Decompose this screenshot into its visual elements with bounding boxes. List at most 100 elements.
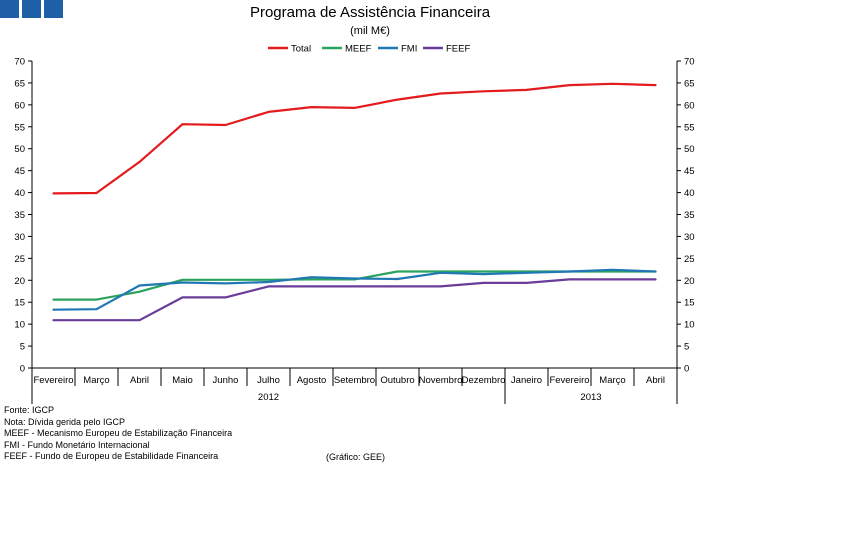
x-tick-label: Novembro (419, 375, 463, 386)
note-debt: Nota: Dívida gerida pelo IGCP (4, 416, 126, 427)
data-point (52, 192, 55, 195)
logo-square (0, 0, 19, 18)
data-point (224, 282, 227, 285)
x-tick-label: Setembro (334, 375, 375, 386)
data-point (267, 285, 270, 288)
y-tick-label-right: 60 (684, 100, 695, 111)
x-tick-label: Dezembro (462, 375, 506, 386)
x-tick-label: Julho (257, 375, 280, 386)
data-point (439, 285, 442, 288)
y-tick-label-right: 35 (684, 210, 695, 221)
x-tick-label: Outubro (380, 375, 414, 386)
y-tick-label-right: 25 (684, 254, 695, 265)
data-point (224, 296, 227, 299)
data-point (224, 278, 227, 281)
data-point (482, 270, 485, 273)
x-tick-label: Fevereiro (549, 375, 589, 386)
y-tick-label-left: 10 (14, 320, 25, 331)
data-point (310, 106, 313, 108)
y-tick-label-right: 0 (684, 364, 689, 375)
chart-credit: (Gráfico: GEE) (326, 452, 386, 462)
data-point (654, 270, 657, 273)
data-point (482, 90, 485, 93)
data-point (611, 278, 614, 281)
x-tick-label: Fevereiro (33, 375, 73, 386)
y-tick-label-right: 55 (684, 122, 695, 133)
note-meef: MEEF - Mecanismo Europeu de Estabilizaçã… (4, 428, 233, 438)
data-point (267, 281, 270, 283)
y-tick-label-right: 30 (684, 232, 695, 243)
data-point (267, 110, 270, 113)
data-point (654, 84, 657, 87)
y-tick-label-right: 5 (684, 342, 689, 353)
x-tick-label: Março (599, 375, 625, 386)
data-point (568, 84, 571, 87)
x-year-label: 2013 (580, 392, 601, 403)
y-tick-label-right: 20 (684, 276, 695, 287)
y-tick-label-right: 15 (684, 298, 695, 309)
y-tick-label-right: 65 (684, 78, 695, 89)
data-point (95, 319, 98, 322)
y-tick-label-left: 0 (20, 364, 25, 375)
note-fmi: FMI - Fundo Monetário Internacional (4, 439, 150, 450)
y-tick-label-left: 35 (14, 210, 25, 221)
data-point (138, 290, 141, 293)
data-point (525, 271, 528, 274)
data-point (95, 308, 98, 311)
data-point (181, 123, 184, 126)
data-point (181, 278, 184, 281)
x-year-label: 2012 (258, 392, 279, 403)
y-tick-label-left: 55 (14, 122, 25, 133)
x-tick-label: Abril (646, 375, 665, 386)
data-point (310, 285, 313, 288)
data-point (138, 284, 141, 287)
data-point (439, 271, 442, 274)
logo-square (44, 0, 63, 18)
y-tick-label-left: 5 (20, 342, 25, 353)
chart-subtitle: (mil M€) (350, 25, 390, 37)
notes: Fonte: IGCP Nota: Dívida gerida pelo IGC… (4, 405, 232, 463)
data-point (525, 282, 528, 284)
data-point (396, 285, 399, 288)
y-tick-label-left: 40 (14, 188, 25, 199)
data-point (95, 298, 98, 301)
y-tick-label-left: 15 (14, 298, 25, 309)
x-tick-label: Agosto (297, 375, 327, 386)
legend-label: FMI (401, 44, 417, 55)
data-point (353, 107, 356, 109)
x-tick-label: Abril (130, 375, 149, 386)
x-tick-label: Janeiro (511, 375, 542, 386)
data-point (181, 281, 184, 284)
y-tick-label-right: 70 (684, 57, 695, 68)
y-tick-label-right: 10 (684, 320, 695, 331)
data-point (482, 273, 485, 276)
data-point (439, 92, 442, 95)
data-point (353, 285, 356, 288)
y-tick-label-left: 20 (14, 276, 25, 287)
y-tick-label-right: 45 (684, 166, 695, 177)
y-tick-label-left: 50 (14, 144, 25, 155)
data-point (138, 319, 141, 322)
series-line-total (52, 82, 657, 195)
logo (0, 0, 63, 18)
data-point (611, 268, 614, 271)
x-tick-label: Março (83, 375, 109, 386)
data-point (267, 278, 270, 281)
y-tick-label-left: 70 (14, 57, 25, 68)
y-tick-label-left: 25 (14, 254, 25, 265)
data-point (568, 278, 571, 281)
data-point (568, 270, 571, 273)
data-point (396, 270, 399, 273)
data-point (310, 276, 313, 279)
data-point (52, 308, 55, 311)
data-point (138, 160, 141, 163)
data-point (654, 278, 657, 281)
data-point (396, 278, 399, 280)
data-point (611, 82, 614, 85)
data-point (95, 192, 98, 194)
legend-label: FEEF (446, 44, 470, 55)
legend-label: Total (291, 44, 311, 55)
data-point (396, 98, 399, 101)
x-tick-label: Junho (213, 375, 239, 386)
data-point (611, 270, 614, 273)
